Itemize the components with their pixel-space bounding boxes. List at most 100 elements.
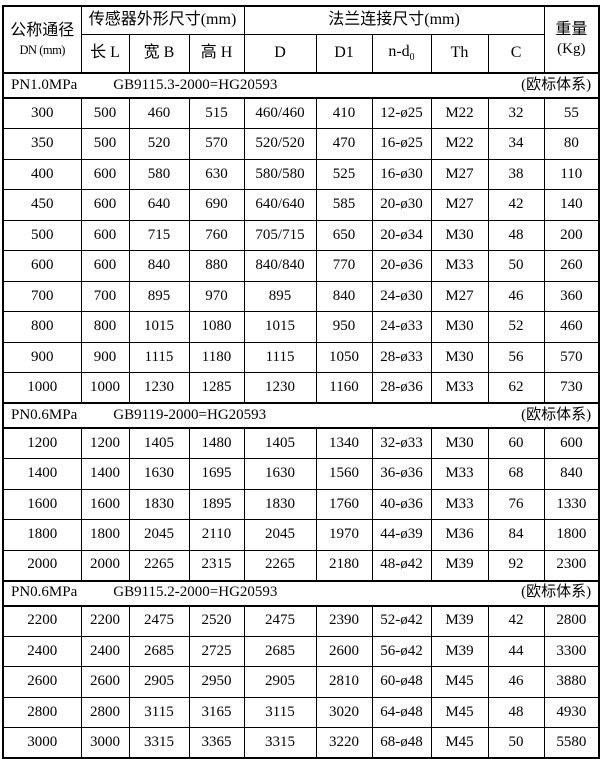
cell-th: M39 (430, 549, 489, 581)
cell-height-h: 515 (188, 97, 245, 129)
standard-code: GB9115.2-2000=HG20593 (113, 584, 278, 601)
cell-height-h: 1695 (188, 458, 245, 490)
cell-d: 1230 (243, 372, 317, 404)
cell-dn: 1000 (2, 372, 82, 404)
cell-width-b: 2475 (128, 605, 190, 637)
cell-d1: 1760 (315, 488, 373, 520)
cell-n-d0: 44-ø39 (371, 519, 432, 551)
cell-c: 52 (487, 311, 545, 343)
cell-weight: 1330 (543, 488, 600, 520)
cell-n-d0: 20-ø34 (371, 219, 432, 251)
col-header-d1: D1 (315, 33, 373, 74)
col-header-d: D (243, 33, 317, 74)
cell-n-d0: 36-ø36 (371, 458, 432, 490)
cell-d: 2265 (243, 549, 317, 581)
header-row-groups: 公称通径 DN (mm) 传感器外形尺寸(mm) 法兰连接尺寸(mm) 重量 (… (2, 5, 600, 74)
cell-th: M30 (430, 427, 489, 459)
cell-width-b: 1115 (128, 341, 190, 373)
table-row: 1400 1400 1630 1695 1630 1560 36-ø36 M33 68 840 (2, 458, 600, 490)
cell-length-l: 500 (80, 128, 130, 160)
table-row: 1800 1800 2045 2110 2045 1970 44-ø39 M36 84 1800 (2, 519, 600, 551)
cell-c: 50 (487, 727, 545, 759)
cell-th: M22 (430, 97, 489, 129)
col-header-width-b: 宽 B (128, 33, 190, 74)
section-header-cell: PN1.0MPa GB9115.3-2000=HG20593 (欧标体系) (2, 72, 600, 99)
cell-c: 44 (487, 635, 545, 667)
cell-c: 84 (487, 519, 545, 551)
col-group-sensor-dimensions: 传感器外形尺寸(mm) (80, 5, 245, 35)
cell-length-l: 700 (80, 280, 130, 312)
cell-height-h: 3365 (188, 727, 245, 759)
cell-n-d0: 16-ø25 (371, 128, 432, 160)
cell-weight: 840 (543, 458, 600, 490)
cell-d: 1405 (243, 427, 317, 459)
cell-width-b: 1230 (128, 372, 190, 404)
cell-weight: 600 (543, 427, 600, 459)
cell-height-h: 2110 (188, 519, 245, 551)
cell-n-d0: 24-ø30 (371, 280, 432, 312)
cell-d: 1630 (243, 458, 317, 490)
cell-length-l: 1400 (80, 458, 130, 490)
pressure-rating: PN0.6MPa (11, 406, 78, 423)
cell-d1: 410 (315, 97, 373, 129)
cell-d: 3115 (243, 696, 317, 728)
cell-height-h: 630 (188, 158, 245, 190)
cell-th: M27 (430, 189, 489, 221)
cell-d: 1015 (243, 311, 317, 343)
standard-system-note: (欧标体系) (521, 406, 592, 423)
cell-th: M30 (430, 311, 489, 343)
col-group-flange-dimensions: 法兰连接尺寸(mm) (243, 5, 545, 35)
col-header-dn-line1: 公称通径 (10, 22, 75, 40)
cell-c: 46 (487, 666, 545, 698)
cell-n-d0: 60-ø48 (371, 666, 432, 698)
cell-n-d0: 64-ø48 (371, 696, 432, 728)
cell-length-l: 800 (80, 311, 130, 343)
cell-d: 1830 (243, 488, 317, 520)
cell-height-h: 1480 (188, 427, 245, 459)
cell-c: 48 (487, 696, 545, 728)
cell-length-l: 2000 (80, 549, 130, 581)
cell-d: 3315 (243, 727, 317, 759)
cell-dn: 1200 (2, 427, 82, 459)
cell-width-b: 715 (128, 219, 190, 251)
cell-height-h: 3165 (188, 696, 245, 728)
cell-length-l: 600 (80, 250, 130, 282)
cell-height-h: 2315 (188, 549, 245, 581)
cell-weight: 5580 (543, 727, 600, 759)
cell-height-h: 2520 (188, 605, 245, 637)
cell-d1: 950 (315, 311, 373, 343)
cell-c: 56 (487, 341, 545, 373)
cell-dn: 1400 (2, 458, 82, 490)
cell-dn: 700 (2, 280, 82, 312)
cell-width-b: 460 (128, 97, 190, 129)
cell-dn: 2800 (2, 696, 82, 728)
cell-weight: 2300 (543, 549, 600, 581)
cell-d1: 525 (315, 158, 373, 190)
table-row: 900 900 1115 1180 1115 1050 28-ø33 M30 56 570 (2, 341, 600, 373)
cell-th: M45 (430, 696, 489, 728)
cell-dn: 600 (2, 250, 82, 282)
table-row: 450 600 640 690 640/640 585 20-ø30 M27 42 140 (2, 189, 600, 221)
table-row: 400 600 580 630 580/580 525 16-ø30 M27 38 110 (2, 158, 600, 190)
cell-d1: 1340 (315, 427, 373, 459)
cell-th: M39 (430, 605, 489, 637)
cell-d: 2905 (243, 666, 317, 698)
cell-d: 640/640 (243, 189, 317, 221)
pressure-rating: PN1.0MPa (11, 76, 78, 93)
cell-th: M33 (430, 488, 489, 520)
cell-d1: 1970 (315, 519, 373, 551)
cell-height-h: 880 (188, 250, 245, 282)
section-header-row: PN0.6MPa GB9115.2-2000=HG20593 (欧标体系) (2, 579, 600, 607)
cell-n-d0: 16-ø30 (371, 158, 432, 190)
cell-weight: 3300 (543, 635, 600, 667)
cell-d1: 2810 (315, 666, 373, 698)
cell-c: 48 (487, 219, 545, 251)
cell-width-b: 1830 (128, 488, 190, 520)
table-row: 500 600 715 760 705/715 650 20-ø34 M30 48 200 (2, 219, 600, 251)
cell-dn: 350 (2, 128, 82, 160)
cell-c: 76 (487, 488, 545, 520)
cell-d1: 1050 (315, 341, 373, 373)
col-header-weight-line1: 重量 (555, 20, 588, 38)
cell-length-l: 600 (80, 219, 130, 251)
cell-th: M33 (430, 458, 489, 490)
